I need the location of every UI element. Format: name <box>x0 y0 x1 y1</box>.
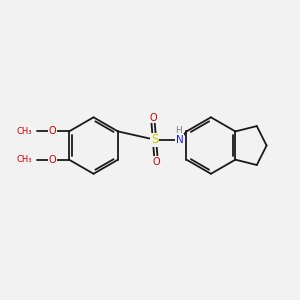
Text: O: O <box>49 126 56 136</box>
Text: CH₃: CH₃ <box>16 127 32 136</box>
Text: O: O <box>49 155 56 165</box>
Text: N: N <box>176 135 184 145</box>
Text: O: O <box>152 157 160 166</box>
Text: S: S <box>151 133 158 146</box>
Text: O: O <box>149 112 157 123</box>
Text: H: H <box>175 126 181 135</box>
Text: CH₃: CH₃ <box>16 155 32 164</box>
